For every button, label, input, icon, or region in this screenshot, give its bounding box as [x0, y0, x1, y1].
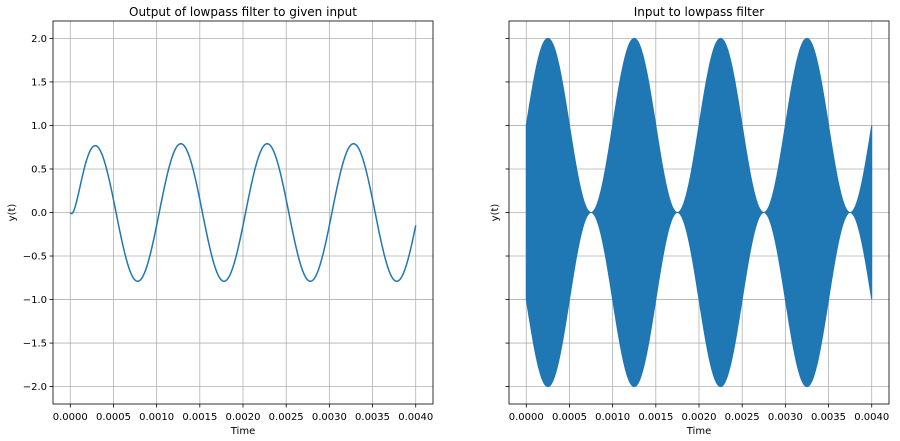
- input-filled-series: [525, 37, 873, 388]
- left-subplot: 0.0000 0.0005 0.0010 0.0015 0.0020 0.0025 0.00…: [7, 5, 434, 437]
- right-xaxis-label: Time: [686, 426, 711, 437]
- x-tick-label: 0.0005: [552, 412, 587, 423]
- y-tick-label: −1.5: [23, 339, 47, 350]
- x-tick-label: 0.0020: [226, 412, 261, 423]
- x-tick-label: 0.0040: [854, 412, 889, 423]
- x-tick-label: 0.0030: [768, 412, 803, 423]
- x-tick-label: 0.0030: [312, 412, 347, 423]
- output-line-series: [69, 142, 417, 283]
- right-series: [525, 37, 873, 388]
- left-xticks: 0.0000 0.0005 0.0010 0.0015 0.0020 0.0025 0.00…: [53, 404, 433, 423]
- x-tick-label: 0.0010: [595, 412, 630, 423]
- x-tick-label: 0.0040: [398, 412, 433, 423]
- left-chart-title: Output of lowpass filter to given input: [129, 5, 357, 19]
- y-tick-label: 2.0: [31, 34, 47, 45]
- x-tick-label: 0.0020: [682, 412, 717, 423]
- right-xticks: 0.0000 0.0005 0.0010 0.0015 0.0020 0.0025 0.00…: [509, 404, 889, 423]
- x-tick-label: 0.0035: [355, 412, 390, 423]
- y-tick-label: −2.0: [23, 382, 47, 393]
- x-tick-label: 0.0005: [96, 412, 131, 423]
- y-tick-label: 1.0: [31, 121, 47, 132]
- right-chart-title: Input to lowpass filter: [634, 5, 765, 19]
- y-tick-label: 1.5: [31, 77, 47, 88]
- left-grid: [53, 21, 433, 404]
- left-series: [69, 142, 417, 283]
- left-yticks: −2.0 −1.5 −1.0 −0.5 0.0 0.5 1.0 1.5 2.0: [23, 34, 53, 393]
- left-yaxis-label: y(t): [7, 204, 18, 222]
- x-tick-label: 0.0015: [638, 412, 673, 423]
- y-tick-label: −0.5: [23, 252, 47, 263]
- y-tick-label: 0.5: [31, 164, 47, 175]
- left-xaxis-label: Time: [230, 426, 255, 437]
- x-tick-label: 0.0010: [139, 412, 174, 423]
- right-yticks: [505, 38, 509, 387]
- x-tick-label: 0.0015: [182, 412, 217, 423]
- x-tick-label: 0.0025: [269, 412, 304, 423]
- x-tick-label: 0.0000: [509, 412, 544, 423]
- y-tick-label: 0.0: [31, 208, 47, 219]
- right-subplot: 0.0000 0.0005 0.0010 0.0015 0.0020 0.0025 0.00…: [490, 5, 890, 437]
- x-tick-label: 0.0000: [53, 412, 88, 423]
- right-yaxis-label: y(t): [490, 204, 501, 222]
- x-tick-label: 0.0025: [725, 412, 760, 423]
- x-tick-label: 0.0035: [811, 412, 846, 423]
- y-tick-label: −1.0: [23, 295, 47, 306]
